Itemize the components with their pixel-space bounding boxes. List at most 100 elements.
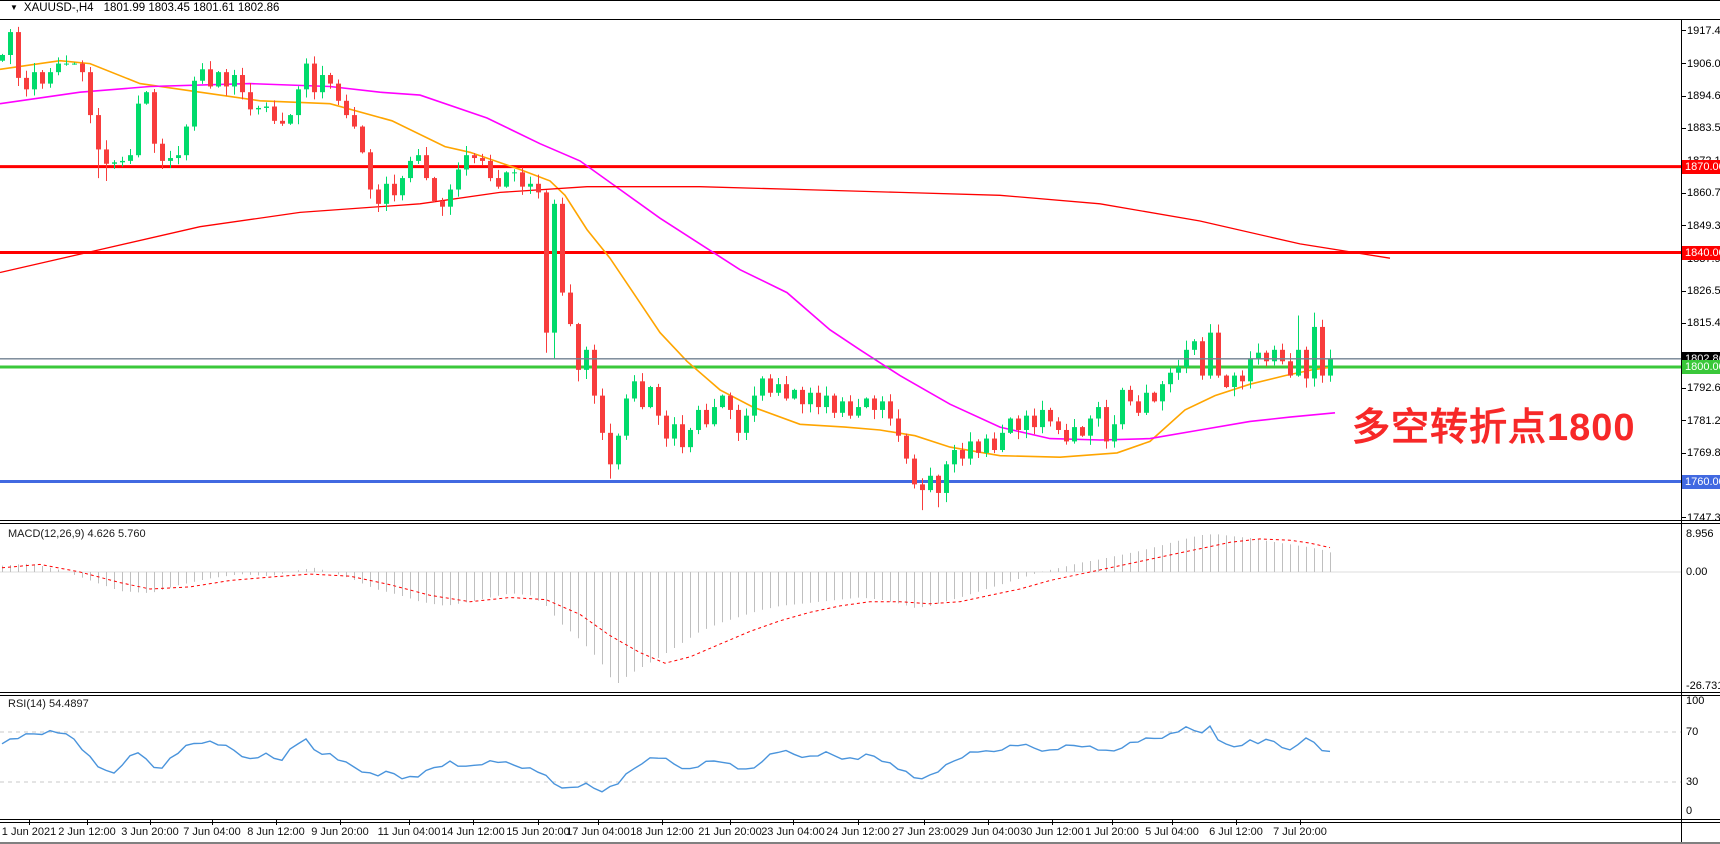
macd-indicator-canvas[interactable] bbox=[0, 0, 1720, 696]
time-tick-label: 8 Jun 12:00 bbox=[247, 826, 305, 838]
time-tick-mark bbox=[212, 820, 213, 825]
time-tick-label: 27 Jun 23:00 bbox=[892, 826, 956, 838]
price-tick-label: 1883.50 bbox=[1687, 122, 1720, 134]
time-tick-mark bbox=[1112, 820, 1113, 825]
chart-annotation-text: 多空转折点1800 bbox=[1352, 407, 1636, 449]
horizontal-lines-layer[interactable] bbox=[0, 165, 1681, 483]
rsi-line bbox=[1, 725, 1331, 793]
time-tick-mark bbox=[473, 820, 474, 825]
rsi-scale-label: 100 bbox=[1686, 695, 1705, 707]
macd-histogram bbox=[2, 534, 1331, 683]
panel-separator bbox=[0, 523, 1720, 524]
time-tick-mark bbox=[662, 820, 663, 825]
time-tick-label: 15 Jun 20:00 bbox=[506, 826, 570, 838]
symbol-dropdown-icon[interactable]: ▼ bbox=[10, 3, 18, 12]
symbol-timeframe-label: XAUUSD-,H4 bbox=[23, 2, 94, 14]
time-tick-mark bbox=[87, 820, 88, 825]
time-tick-label: 11 Jun 04:00 bbox=[377, 826, 441, 838]
time-tick-label: 30 Jun 12:00 bbox=[1020, 826, 1084, 838]
price-tick-label: 1849.30 bbox=[1687, 219, 1720, 232]
price-tick-mark bbox=[1681, 192, 1686, 194]
time-tick-mark bbox=[1172, 820, 1173, 825]
panel-separator bbox=[0, 692, 1720, 693]
time-tick-label: 1 Jun 2021 bbox=[1, 826, 57, 838]
macd-label: MACD(12,26,9) 4.626 5.760 bbox=[8, 528, 146, 540]
price-tick-label: 1769.80 bbox=[1687, 447, 1720, 460]
price-tick-mark bbox=[1681, 225, 1686, 227]
header-divider bbox=[0, 19, 1720, 20]
time-tick-label: 14 Jun 12:00 bbox=[441, 826, 505, 838]
time-tick-label: 29 Jun 04:00 bbox=[956, 826, 1020, 838]
time-tick-label: 21 Jun 20:00 bbox=[698, 826, 762, 838]
price-tick-label: 1781.20 bbox=[1687, 414, 1720, 427]
price-tick-mark bbox=[1681, 452, 1686, 454]
time-tick-label: 17 Jun 04:00 bbox=[566, 826, 630, 838]
price-tick-label: 1860.70 bbox=[1687, 187, 1720, 200]
main-chart-canvas[interactable] bbox=[0, 0, 1720, 524]
time-tick-label: 24 Jun 12:00 bbox=[826, 826, 890, 838]
price-axis-line bbox=[1681, 20, 1682, 842]
panel-separator bbox=[0, 822, 1720, 823]
panel-separator bbox=[0, 695, 1720, 696]
time-tick-mark bbox=[409, 820, 410, 825]
time-tick-mark bbox=[150, 820, 151, 825]
time-tick-label: 7 Jul 20:00 bbox=[1273, 826, 1327, 838]
price-tick-mark bbox=[1681, 63, 1686, 65]
panel-separator bbox=[0, 520, 1720, 521]
time-tick-label: 9 Jun 20:00 bbox=[311, 826, 369, 838]
price-tick-mark bbox=[1681, 95, 1686, 97]
price-tick-mark bbox=[1681, 387, 1686, 389]
rsi-label: RSI(14) 54.4897 bbox=[8, 698, 89, 710]
price-tick-mark bbox=[1681, 420, 1686, 422]
rsi-scale-label: 70 bbox=[1686, 726, 1699, 738]
time-tick-mark bbox=[29, 820, 30, 825]
price-tick-mark bbox=[1681, 322, 1686, 324]
price-level-label: 1800.00 bbox=[1682, 360, 1720, 374]
time-tick-mark bbox=[730, 820, 731, 825]
price-tick-mark bbox=[1681, 30, 1686, 32]
time-tick-mark bbox=[1052, 820, 1053, 825]
price-level-label: 1840.00 bbox=[1682, 245, 1720, 260]
window-top-border bbox=[0, 0, 1720, 1]
price-level-label: 1870.00 bbox=[1682, 159, 1720, 174]
time-tick-label: 1 Jul 20:00 bbox=[1085, 826, 1139, 838]
candles-layer bbox=[0, 26, 1333, 511]
macd-scale-label: 8.956 bbox=[1686, 528, 1714, 540]
macd-scale-label: 0.00 bbox=[1686, 566, 1708, 578]
time-tick-mark bbox=[538, 820, 539, 825]
price-tick-label: 1792.60 bbox=[1687, 382, 1720, 395]
rsi-scale-label: 30 bbox=[1686, 776, 1699, 788]
price-tick-label: 1894.60 bbox=[1687, 90, 1720, 103]
time-tick-mark bbox=[924, 820, 925, 825]
price-tick-mark bbox=[1681, 517, 1686, 519]
panel-separator bbox=[0, 819, 1720, 820]
ma-slow-red bbox=[0, 186, 1391, 274]
ohlc-readout: 1801.99 1803.45 1801.61 1802.86 bbox=[103, 2, 280, 14]
ma-mid-magenta bbox=[0, 82, 1336, 441]
rsi-level-lines bbox=[0, 731, 1681, 783]
price-tick-mark bbox=[1681, 290, 1686, 292]
price-tick-label: 1826.50 bbox=[1687, 285, 1720, 298]
time-tick-label: 23 Jun 04:00 bbox=[761, 826, 825, 838]
time-tick-mark bbox=[793, 820, 794, 825]
time-tick-mark bbox=[858, 820, 859, 825]
rsi-scale-label: 0 bbox=[1686, 805, 1693, 817]
price-level-label: 1760.00 bbox=[1682, 474, 1720, 489]
time-tick-label: 5 Jul 04:00 bbox=[1145, 826, 1199, 838]
price-tick-label: 1917.40 bbox=[1687, 24, 1720, 37]
time-tick-mark bbox=[1236, 820, 1237, 825]
ma-lines-layer bbox=[0, 59, 1391, 459]
price-tick-label: 1906.00 bbox=[1687, 57, 1720, 70]
time-tick-label: 6 Jul 12:00 bbox=[1209, 826, 1263, 838]
time-tick-mark bbox=[598, 820, 599, 825]
time-tick-mark bbox=[988, 820, 989, 825]
ma-fast-orange bbox=[0, 59, 1333, 459]
macd-signal-line bbox=[1, 538, 1331, 664]
time-tick-label: 2 Jun 12:00 bbox=[58, 826, 116, 838]
time-tick-mark bbox=[1300, 820, 1301, 825]
price-tick-label: 1747.30 bbox=[1687, 511, 1720, 524]
time-tick-mark bbox=[276, 820, 277, 825]
rsi-indicator-canvas[interactable] bbox=[0, 0, 1720, 822]
time-tick-label: 18 Jun 12:00 bbox=[630, 826, 694, 838]
